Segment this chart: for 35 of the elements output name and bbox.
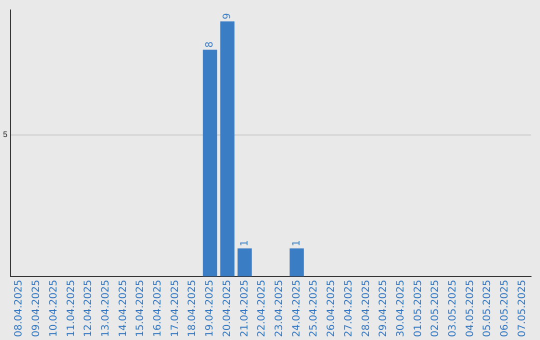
x-tick-label: 10.04.2025 — [48, 280, 60, 338]
x-tick-label: 12.04.2025 — [83, 280, 94, 338]
x-tick-label: 05.05.2025 — [482, 280, 494, 338]
x-tick-label: 23.04.2025 — [274, 280, 285, 338]
x-tick-label: 28.04.2025 — [360, 280, 372, 338]
x-tick-label: 15.04.2025 — [135, 280, 146, 338]
x-tick-label: 02.05.2025 — [430, 280, 442, 338]
x-tick-label: 17.04.2025 — [170, 280, 181, 338]
data-label: 9 — [222, 12, 233, 20]
x-tick-label: 11.04.2025 — [66, 280, 77, 338]
x-tick-label: 13.04.2025 — [100, 280, 112, 338]
x-tick-label: 16.04.2025 — [152, 280, 164, 338]
data-label: 8 — [204, 41, 216, 48]
x-tick-label: 27.04.2025 — [343, 280, 354, 338]
x-tick-label: 21.04.2025 — [239, 280, 250, 338]
x-tick-label: 08.04.2025 — [14, 280, 25, 338]
x-tick-label: 07.05.2025 — [516, 280, 528, 338]
x-tick-label: 29.04.2025 — [378, 280, 390, 338]
x-tick-label: 19.04.2025 — [204, 280, 216, 338]
x-tick-label: 24.04.2025 — [291, 280, 302, 338]
x-tick-label: 14.04.2025 — [118, 280, 129, 338]
x-tick-label: 04.05.2025 — [464, 280, 476, 338]
x-tick-label: 03.05.2025 — [448, 280, 459, 338]
x-tick-label: 30.04.2025 — [395, 280, 406, 338]
y-tick-label: 5 — [2, 130, 8, 140]
x-tick-label: 22.04.2025 — [256, 280, 268, 338]
x-tick-label: 20.04.2025 — [222, 280, 233, 338]
x-tick-label: 25.04.2025 — [308, 280, 320, 338]
data-label: 1 — [239, 240, 250, 246]
x-tick-label: 09.04.2025 — [31, 280, 42, 338]
data-label: 1 — [291, 240, 302, 246]
x-tick-label: 06.05.2025 — [500, 280, 511, 338]
x-tick-label: 26.04.2025 — [326, 280, 338, 338]
x-tick-label: 18.04.2025 — [187, 280, 198, 338]
x-tick-label: 01.05.2025 — [412, 280, 424, 338]
